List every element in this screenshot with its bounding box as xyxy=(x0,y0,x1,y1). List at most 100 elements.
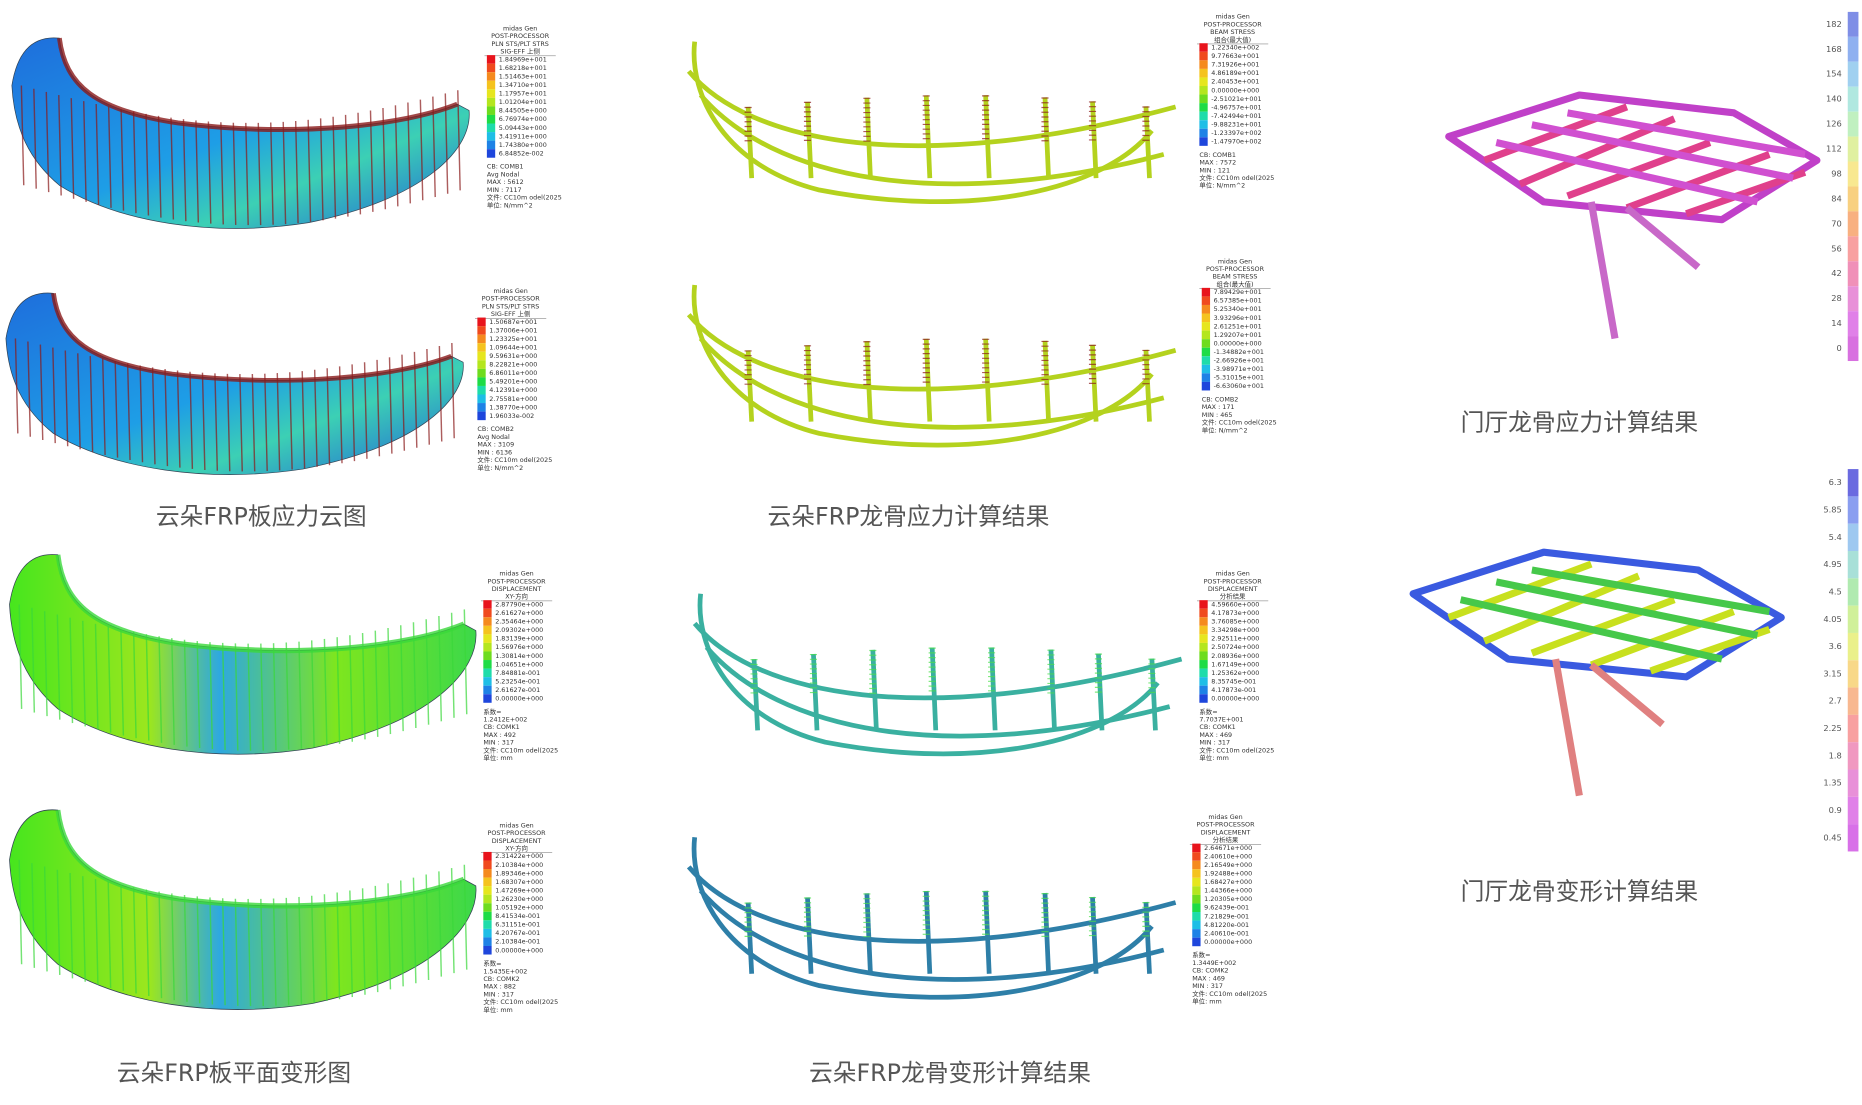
legend: midas GenPOST-PROCESSORDISPLACEMENTXY-方向… xyxy=(480,821,558,1014)
legend-value: 8.35745e-001 xyxy=(1211,677,1256,685)
mesh-line xyxy=(289,372,293,470)
mesh-line xyxy=(196,896,201,1004)
legend-swatch xyxy=(1199,68,1208,78)
mesh-line xyxy=(361,888,366,995)
mesh-line xyxy=(45,91,50,193)
mesh-line xyxy=(189,371,194,469)
legend-swatch xyxy=(1201,313,1211,323)
legend-swatch xyxy=(1199,651,1208,661)
legend-value: 6.84852e-002 xyxy=(499,149,544,157)
mesh-line xyxy=(351,364,356,462)
legend-footer: MAX : 469 xyxy=(1192,974,1225,982)
legend-swatch xyxy=(483,694,492,703)
legend-swatch xyxy=(483,625,492,635)
mesh-line xyxy=(132,887,137,994)
legend-footer: 系数= xyxy=(483,959,501,968)
legend-swatch xyxy=(483,911,492,921)
colorbar-label: 0.45 xyxy=(1823,832,1841,842)
mesh-line xyxy=(326,368,331,466)
plate-model xyxy=(11,37,470,229)
colorbar-label: 14 xyxy=(1831,318,1842,328)
legend-swatch xyxy=(477,360,486,369)
legend-footer: 文件: CC10m odel(2025 xyxy=(483,997,558,1006)
mesh-line xyxy=(171,638,175,745)
legend-swatch xyxy=(1199,60,1208,69)
mesh-line xyxy=(247,643,252,751)
legend-swatch xyxy=(486,97,496,107)
legend-value: 1.92488e+000 xyxy=(1204,870,1252,878)
legend-value: 1.83139e+000 xyxy=(495,635,543,643)
legend-value: 1.20305e+000 xyxy=(1204,895,1252,903)
keel-rib xyxy=(864,97,873,179)
legend-swatch xyxy=(1201,339,1211,348)
legend-swatch xyxy=(483,617,492,626)
legend-swatch xyxy=(477,385,486,395)
mesh-line xyxy=(363,362,368,459)
keel-ring xyxy=(698,336,1165,430)
colorbar-segment xyxy=(1847,742,1859,770)
legend-value: 2.64671e+000 xyxy=(1204,844,1252,852)
colorbar-segment xyxy=(1847,578,1859,606)
legend-swatch xyxy=(1192,860,1201,870)
legend-value: 2.92511e+000 xyxy=(1211,635,1259,643)
mesh-line xyxy=(307,119,312,222)
legend-swatch xyxy=(1199,128,1208,138)
keel-ring xyxy=(686,865,1177,944)
legend-value: 4.12391e+000 xyxy=(489,386,537,394)
legend-value: -2.66926e+001 xyxy=(1214,357,1264,365)
keel-ring xyxy=(686,69,1177,149)
legend-footer: MAX : 3109 xyxy=(477,441,514,449)
legend-swatch xyxy=(486,140,496,150)
legend-value: 2.10384e-001 xyxy=(495,938,540,946)
mesh-line xyxy=(451,342,455,439)
keel-rib xyxy=(929,647,939,731)
legend-swatch xyxy=(1201,330,1211,340)
keel-ring xyxy=(691,41,1154,204)
colorbar-label: 0.9 xyxy=(1829,805,1842,815)
legend-swatch xyxy=(1192,869,1201,878)
gate-member xyxy=(1495,109,1806,206)
plate-model xyxy=(5,292,464,475)
mesh-line xyxy=(27,341,31,437)
mesh-line xyxy=(245,122,249,226)
legend-header: midas Gen xyxy=(1215,570,1249,578)
legend-swatch xyxy=(486,89,496,98)
colorbar-segment xyxy=(1847,136,1859,162)
legend-value: 8.41534e-001 xyxy=(495,912,540,920)
legend-swatch xyxy=(1192,877,1201,887)
mesh-line xyxy=(94,879,99,985)
mesh-line xyxy=(226,373,231,472)
legend-swatch xyxy=(483,928,492,938)
gate-model xyxy=(1409,548,1785,797)
legend-footer: MIN : 317 xyxy=(483,739,514,747)
legend-footer: 文件: CC10m odel(2025 xyxy=(1199,745,1274,754)
legend-footer: CB: COMB1 xyxy=(487,163,524,171)
legend-swatch xyxy=(483,886,492,895)
keel-rib xyxy=(1143,349,1152,422)
colorbar-segment xyxy=(1847,796,1859,825)
legend-swatch xyxy=(1199,43,1208,52)
legend-value: 2.40610e+000 xyxy=(1204,852,1252,860)
legend-value: 2.75581e+000 xyxy=(489,395,537,403)
legend-value: 1.84969e+001 xyxy=(499,55,547,63)
keel-rib xyxy=(923,890,933,974)
mesh-line xyxy=(332,116,337,219)
mesh-line xyxy=(176,370,181,468)
caption: 云朵FRP龙骨变形计算结果 xyxy=(809,1059,1091,1087)
legend-value: 0.00000e+000 xyxy=(1211,86,1259,94)
mesh-line xyxy=(158,891,163,999)
legend-value: 2.61627e-001 xyxy=(495,686,540,694)
mesh-line xyxy=(319,118,324,221)
mesh-line xyxy=(209,897,214,1005)
mesh-line xyxy=(18,604,23,709)
legend-swatch xyxy=(1192,929,1201,938)
legend-value: 1.47269e+000 xyxy=(495,886,543,894)
plate-model xyxy=(9,554,477,755)
mesh-line xyxy=(89,356,94,453)
legend-value: 1.67149e+000 xyxy=(1211,660,1259,668)
keel-rib xyxy=(989,647,998,731)
